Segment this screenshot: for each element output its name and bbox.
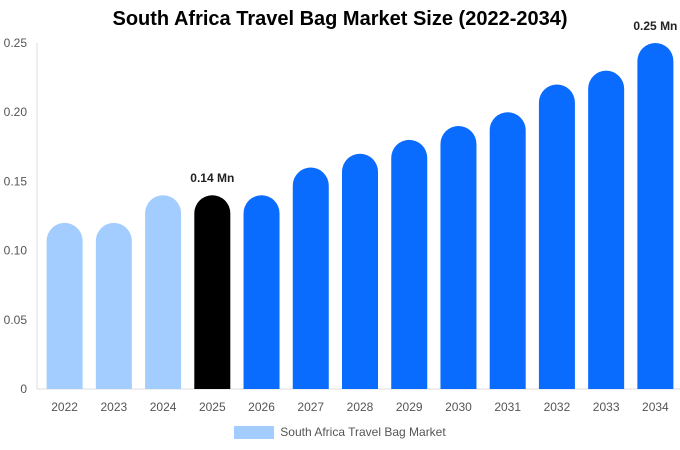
data-label-2034: 0.25 Mn: [633, 19, 677, 33]
bar-2030[interactable]: [440, 126, 477, 390]
x-tick-label: 2034: [642, 400, 669, 414]
x-tick-label: 2022: [51, 400, 78, 414]
x-tick-label: 2030: [445, 400, 472, 414]
bar-2022[interactable]: [46, 222, 83, 389]
y-tick-label: 0.25: [4, 36, 28, 50]
bar-2026[interactable]: [243, 195, 280, 389]
x-tick-label: 2033: [593, 400, 620, 414]
bar-2031[interactable]: [489, 112, 526, 389]
x-tick-label: 2024: [150, 400, 177, 414]
x-tick-label: 2028: [347, 400, 374, 414]
axes: 0 0.05 0.10 0.15 0.20 0.25 2022 2023 2024 2025 202…: [4, 36, 680, 414]
x-tick-label: 2032: [544, 400, 571, 414]
data-label-2025: 0.14 Mn: [190, 171, 234, 185]
y-tick-label: 0.20: [4, 105, 28, 119]
chart-title: South Africa Travel Bag Market Size (202…: [112, 8, 568, 30]
legend-label: South Africa Travel Bag Market: [280, 425, 446, 439]
y-tick-label: 0.15: [4, 174, 28, 188]
data-labels: 0.14 Mn 0.25 Mn: [190, 19, 677, 185]
legend-swatch: [234, 425, 275, 439]
x-tick-label: 2023: [100, 400, 127, 414]
y-tick-label: 0: [20, 382, 27, 396]
bar-2034[interactable]: [637, 43, 674, 389]
x-tick-label: 2025: [199, 400, 226, 414]
bar-2028[interactable]: [342, 153, 378, 389]
bar-2027[interactable]: [292, 167, 329, 389]
bar-2029[interactable]: [391, 139, 428, 389]
bars: [46, 43, 674, 390]
bar-2032[interactable]: [538, 84, 575, 390]
bar-2023[interactable]: [95, 222, 132, 389]
x-tick-label: 2027: [297, 400, 324, 414]
y-tick-label: 0.05: [4, 313, 28, 327]
x-tick-label: 2031: [494, 400, 521, 414]
y-tick-label: 0.10: [4, 244, 28, 258]
bar-2024[interactable]: [145, 195, 182, 389]
legend[interactable]: South Africa Travel Bag Market: [0, 425, 680, 439]
x-tick-label: 2026: [248, 400, 275, 414]
bar-2033[interactable]: [588, 70, 625, 390]
x-tick-label: 2029: [396, 400, 423, 414]
bar-2025[interactable]: [194, 195, 231, 389]
